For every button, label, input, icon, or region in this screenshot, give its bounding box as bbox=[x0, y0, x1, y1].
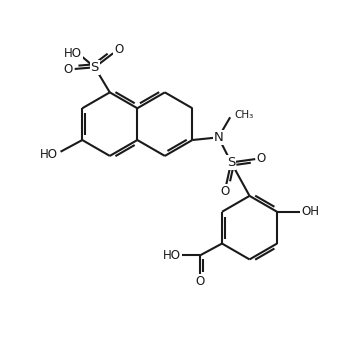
Text: N: N bbox=[214, 131, 223, 144]
Text: O: O bbox=[221, 185, 230, 198]
Text: HO: HO bbox=[163, 249, 181, 262]
Text: O: O bbox=[63, 63, 73, 76]
Text: O: O bbox=[114, 43, 123, 56]
Text: O: O bbox=[257, 152, 266, 165]
Text: S: S bbox=[227, 156, 235, 169]
Text: CH₃: CH₃ bbox=[234, 110, 253, 119]
Text: OH: OH bbox=[302, 205, 320, 218]
Text: HO: HO bbox=[40, 148, 58, 161]
Text: HO: HO bbox=[64, 47, 82, 60]
Text: O: O bbox=[195, 275, 205, 288]
Text: S: S bbox=[90, 61, 99, 74]
